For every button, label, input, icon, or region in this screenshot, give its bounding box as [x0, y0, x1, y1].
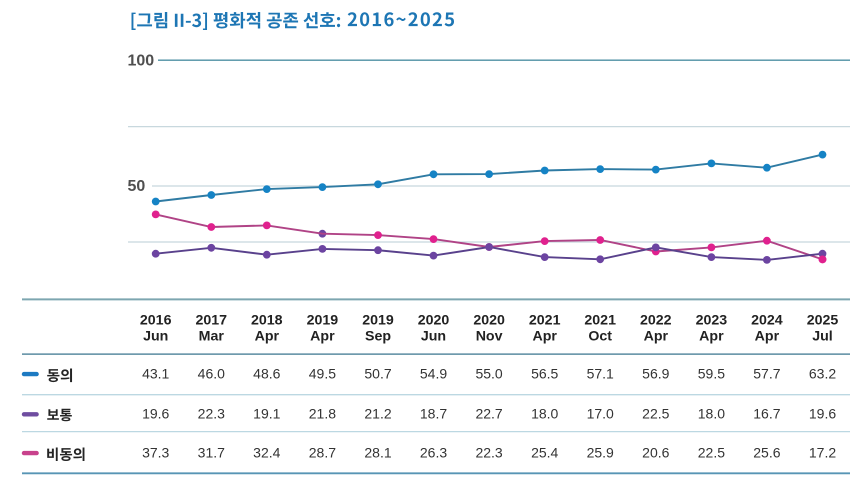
svg-text:50.7: 50.7	[364, 366, 391, 382]
svg-text:Apr: Apr	[644, 328, 669, 344]
svg-text:49.5: 49.5	[309, 366, 336, 382]
svg-text:16.7: 16.7	[753, 406, 780, 422]
svg-text:56.5: 56.5	[531, 366, 558, 382]
svg-text:21.2: 21.2	[364, 406, 391, 422]
svg-text:57.7: 57.7	[753, 366, 780, 382]
svg-text:20.6: 20.6	[642, 444, 669, 460]
svg-text:26.3: 26.3	[420, 444, 447, 460]
svg-text:2019: 2019	[307, 312, 339, 328]
svg-text:22.5: 22.5	[698, 444, 725, 460]
svg-text:2018: 2018	[251, 312, 283, 328]
svg-text:54.9: 54.9	[420, 366, 447, 382]
svg-text:100: 100	[128, 52, 155, 69]
svg-text:18.7: 18.7	[420, 406, 447, 422]
svg-text:28.7: 28.7	[309, 444, 336, 460]
svg-text:Apr: Apr	[532, 328, 557, 344]
svg-text:2025: 2025	[807, 312, 839, 328]
svg-text:18.0: 18.0	[531, 406, 558, 422]
svg-text:22.7: 22.7	[475, 406, 502, 422]
svg-text:Sep: Sep	[365, 328, 391, 344]
svg-text:63.2: 63.2	[809, 366, 836, 382]
svg-text:21.8: 21.8	[309, 406, 336, 422]
svg-text:Nov: Nov	[476, 328, 503, 344]
svg-text:Mar: Mar	[199, 328, 225, 344]
svg-text:19.1: 19.1	[253, 406, 280, 422]
svg-text:2017: 2017	[196, 312, 228, 328]
svg-text:17.0: 17.0	[587, 406, 614, 422]
svg-text:2016: 2016	[140, 312, 172, 328]
svg-text:Apr: Apr	[255, 328, 280, 344]
svg-text:Apr: Apr	[699, 328, 724, 344]
svg-text:22.5: 22.5	[642, 406, 669, 422]
svg-text:Apr: Apr	[755, 328, 780, 344]
svg-text:50: 50	[128, 178, 146, 195]
svg-text:43.1: 43.1	[142, 366, 169, 382]
svg-text:19.6: 19.6	[142, 406, 169, 422]
svg-text:55.0: 55.0	[475, 366, 502, 382]
svg-text:2024: 2024	[751, 312, 783, 328]
svg-text:Jul: Jul	[812, 328, 833, 344]
svg-text:56.9: 56.9	[642, 366, 669, 382]
svg-text:48.6: 48.6	[253, 366, 280, 382]
svg-text:25.4: 25.4	[531, 444, 558, 460]
svg-text:25.9: 25.9	[587, 444, 614, 460]
svg-text:19.6: 19.6	[809, 406, 836, 422]
svg-text:59.5: 59.5	[698, 366, 725, 382]
svg-text:2022: 2022	[640, 312, 672, 328]
svg-text:2020: 2020	[473, 312, 505, 328]
svg-text:2021: 2021	[529, 312, 561, 328]
svg-text:2021: 2021	[584, 312, 616, 328]
svg-text:18.0: 18.0	[698, 406, 725, 422]
svg-text:17.2: 17.2	[809, 444, 836, 460]
svg-text:57.1: 57.1	[587, 366, 614, 382]
svg-text:28.1: 28.1	[364, 444, 391, 460]
svg-text:25.6: 25.6	[753, 444, 780, 460]
svg-text:22.3: 22.3	[475, 444, 502, 460]
svg-text:2023: 2023	[696, 312, 728, 328]
svg-text:2020: 2020	[418, 312, 450, 328]
svg-text:2019: 2019	[362, 312, 394, 328]
svg-text:46.0: 46.0	[198, 366, 225, 382]
svg-text:Jun: Jun	[143, 328, 168, 344]
svg-text:Jun: Jun	[421, 328, 446, 344]
svg-text:32.4: 32.4	[253, 444, 280, 460]
svg-text:Apr: Apr	[310, 328, 335, 344]
svg-text:22.3: 22.3	[198, 406, 225, 422]
svg-text:31.7: 31.7	[198, 444, 225, 460]
svg-text:37.3: 37.3	[142, 444, 169, 460]
svg-text:Oct: Oct	[588, 328, 612, 344]
